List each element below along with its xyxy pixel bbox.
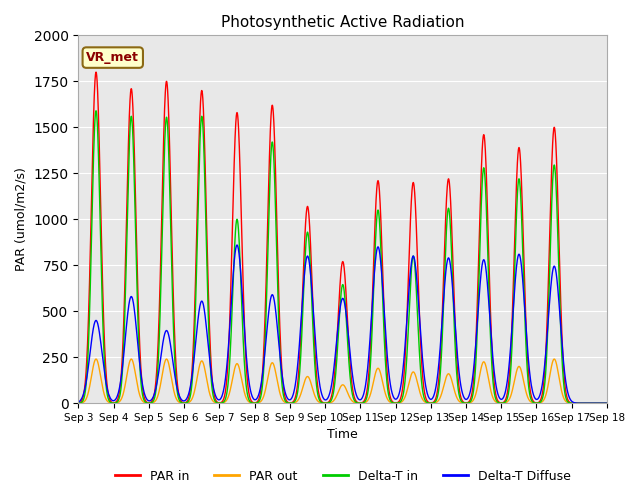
X-axis label: Time: Time [327,429,358,442]
Text: VR_met: VR_met [86,51,140,64]
Legend: PAR in, PAR out, Delta-T in, Delta-T Diffuse: PAR in, PAR out, Delta-T in, Delta-T Dif… [110,465,575,480]
Y-axis label: PAR (umol/m2/s): PAR (umol/m2/s) [15,168,28,271]
Title: Photosynthetic Active Radiation: Photosynthetic Active Radiation [221,15,465,30]
